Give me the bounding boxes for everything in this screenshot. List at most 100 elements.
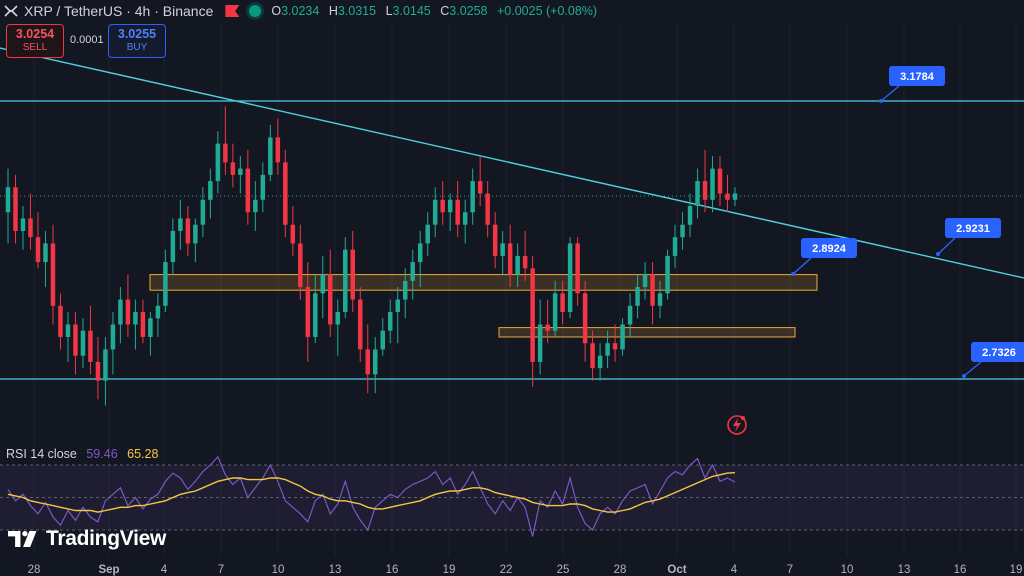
lightning-alert-icon[interactable]: [727, 415, 747, 435]
candle-body: [402, 280, 408, 300]
chart-header: XRP / TetherUS · 4h · Binance O3.0234 H3…: [0, 0, 1024, 22]
candle-body: [372, 349, 378, 375]
candle-body: [560, 293, 565, 313]
change-value: +0.0025 (+0.08%): [496, 4, 598, 18]
candle-body: [485, 193, 490, 225]
candle-body: [492, 224, 498, 256]
candle-body: [350, 249, 356, 300]
candle-body: [650, 274, 655, 306]
callout-label: 2.7326: [982, 347, 1016, 359]
candle-body: [500, 243, 505, 256]
candle-body: [268, 137, 273, 175]
candle-body: [185, 218, 191, 244]
x-tick-label: 13: [898, 564, 911, 576]
high-label: H: [328, 4, 338, 18]
candle-body: [88, 330, 93, 362]
candle-body: [455, 199, 460, 225]
candle-body: [597, 355, 603, 369]
candle-body: [208, 181, 213, 200]
support-resistance-zones[interactable]: [149, 274, 818, 338]
candle-body: [163, 262, 168, 306]
buy-price: 3.0255: [117, 27, 157, 41]
candle-body: [477, 181, 483, 194]
callout-leader: [880, 85, 900, 102]
candle-body: [50, 243, 56, 306]
x-tick-label: 7: [787, 564, 793, 576]
candle-body: [552, 293, 558, 331]
candle-body: [695, 181, 700, 207]
candle-body: [298, 243, 303, 288]
candle-body: [73, 324, 78, 356]
candle-body: [545, 324, 550, 331]
candle-body: [627, 305, 633, 325]
callout-anchor: [962, 374, 966, 378]
flag-icon[interactable]: [225, 5, 240, 17]
candle-body: [395, 299, 400, 313]
candle-body: [575, 243, 580, 294]
candle-body: [305, 287, 311, 337]
rsi-value: 59.46: [86, 447, 118, 461]
x-tick-label: 16: [386, 564, 399, 576]
x-tick-label: Sep: [98, 564, 119, 576]
candle-body: [642, 274, 648, 288]
sell-button[interactable]: 3.0254 SELL: [6, 24, 64, 58]
tradingview-logo-icon: [8, 531, 37, 547]
x-axis: 28 Sep 4 7 10 13 16 19 22 25 28 Oct 4 7 10 13 16 19: [28, 564, 1023, 576]
candle-body: [635, 287, 640, 306]
candle-body: [110, 324, 116, 350]
symbol-title[interactable]: XRP / TetherUS · 4h · Binance: [24, 3, 214, 19]
rsi-ma-value: 65.28: [127, 447, 159, 461]
candle-body: [133, 312, 138, 325]
candle-body: [665, 255, 670, 294]
rsi-legend[interactable]: RSI 14 close 59.46 65.28: [6, 447, 158, 461]
buy-label: BUY: [126, 42, 148, 53]
ohlc-readout: O3.0234 H3.0315 L3.0145 C3.0258 +0.0025 …: [271, 4, 603, 18]
candle-body: [425, 224, 430, 244]
sell-label: SELL: [22, 42, 48, 53]
candle-body: [65, 324, 71, 337]
candle-body: [343, 249, 348, 313]
candle-body: [215, 143, 221, 182]
candle-body: [13, 187, 18, 231]
close-label: C: [440, 4, 450, 18]
buy-button[interactable]: 3.0255 BUY: [108, 24, 166, 58]
x-tick-label: 10: [272, 564, 285, 576]
close-value: 3.0258: [449, 4, 488, 18]
candle-body: [313, 293, 318, 337]
candle-body: [605, 343, 610, 356]
candle-body: [275, 137, 281, 163]
x-tick-label: 19: [1010, 564, 1023, 576]
candle-body: [358, 299, 363, 350]
candle-body: [328, 274, 333, 325]
candle-body: [283, 162, 288, 225]
candle-body: [95, 361, 101, 381]
candle-body: [717, 168, 723, 194]
candle-body: [567, 243, 573, 313]
sell-price: 3.0254: [15, 27, 55, 41]
candle-body: [537, 324, 543, 362]
candlestick-series: [5, 106, 738, 406]
x-tick-label: 28: [28, 564, 41, 576]
callout-leader: [792, 257, 812, 275]
candle-body: [687, 206, 693, 225]
open-label: O: [271, 4, 282, 18]
candle-body: [387, 312, 393, 331]
candle-body: [590, 343, 595, 369]
low-value: 3.0145: [392, 4, 431, 18]
candle-body: [732, 193, 738, 200]
tradingview-logo[interactable]: TradingView: [8, 527, 166, 551]
spread-value: 0.0001: [70, 34, 104, 46]
candle-body: [58, 305, 63, 337]
candle-body: [462, 212, 468, 225]
candle-body: [417, 243, 423, 263]
low-label: L: [385, 4, 393, 18]
callout-anchor: [879, 99, 883, 103]
candle-body: [365, 349, 371, 375]
callout-anchor: [936, 252, 940, 256]
callout-leader: [937, 237, 956, 255]
price-callouts[interactable]: 3.1784 2.8924 2.9231 2.7326: [791, 66, 1024, 378]
candle-body: [230, 162, 236, 175]
candle-body: [155, 305, 161, 319]
candle-body: [620, 324, 625, 350]
